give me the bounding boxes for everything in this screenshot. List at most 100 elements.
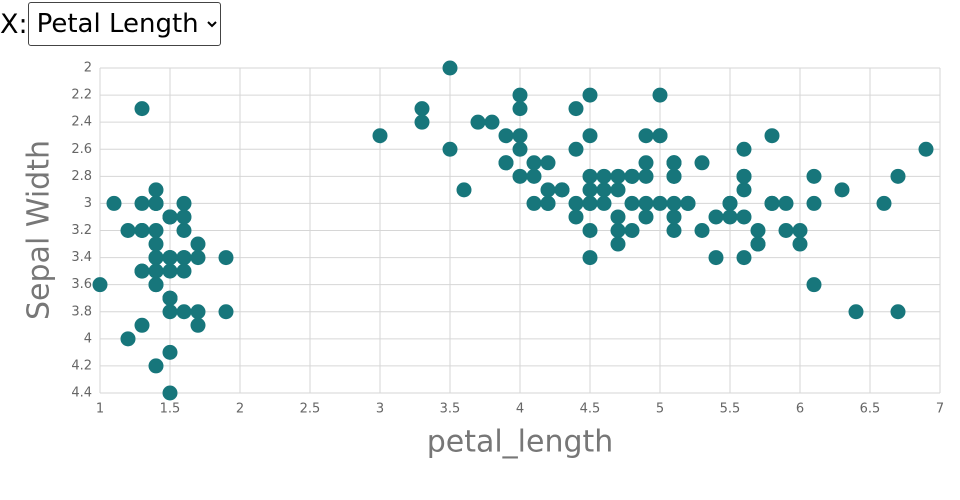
x-tick-label: 5.5	[720, 402, 741, 417]
x-tick-label: 3	[376, 402, 384, 417]
x-tick-label: 2.5	[300, 402, 321, 417]
point	[106, 195, 122, 211]
y-tick-label: 2.2	[71, 88, 92, 103]
point	[596, 168, 612, 184]
point	[218, 304, 234, 320]
point	[414, 114, 430, 130]
point	[540, 155, 556, 171]
point	[638, 168, 654, 184]
x-tick-label: 1.5	[160, 402, 181, 417]
point	[848, 304, 864, 320]
point	[442, 141, 458, 157]
x-tick-label: 4.5	[580, 402, 601, 417]
point	[190, 317, 206, 333]
point	[148, 182, 164, 198]
x-tick-label: 6.5	[860, 402, 881, 417]
point	[666, 155, 682, 171]
point	[512, 168, 528, 184]
point	[512, 128, 528, 144]
point	[806, 168, 822, 184]
point	[148, 195, 164, 211]
point	[582, 87, 598, 103]
point	[134, 317, 150, 333]
x-tick-label: 2	[236, 402, 244, 417]
point	[680, 195, 696, 211]
point	[764, 128, 780, 144]
point	[652, 87, 668, 103]
point	[736, 182, 752, 198]
point	[736, 168, 752, 184]
point	[526, 155, 542, 171]
y-tick-label: 3	[84, 196, 92, 211]
y-tick-label: 4.4	[71, 386, 92, 401]
point	[834, 182, 850, 198]
point	[134, 101, 150, 117]
point	[176, 263, 192, 279]
y-tick-label: 3.2	[71, 223, 92, 238]
point	[176, 304, 192, 320]
point	[582, 182, 598, 198]
point	[148, 358, 164, 374]
point	[792, 223, 808, 238]
point	[540, 195, 556, 211]
point	[918, 141, 934, 157]
point	[624, 223, 640, 238]
y-tick-label: 2	[84, 61, 92, 76]
x-select[interactable]: Petal Length	[27, 2, 221, 46]
point	[638, 195, 654, 211]
x-tick-label: 6	[796, 402, 804, 417]
point	[134, 223, 150, 238]
y-tick-label: 3.6	[71, 277, 92, 292]
point	[708, 250, 724, 266]
point	[736, 141, 752, 157]
y-tick-label: 3.4	[71, 250, 92, 265]
point	[176, 223, 192, 238]
point	[610, 168, 626, 184]
point	[750, 236, 766, 252]
point	[92, 277, 108, 293]
point	[554, 182, 570, 198]
y-axis-title: Sepal Width	[22, 140, 57, 320]
y-tick-label: 2.6	[71, 142, 92, 157]
point	[722, 209, 738, 225]
point	[778, 195, 794, 211]
point	[694, 155, 710, 171]
point	[148, 236, 164, 252]
point	[736, 250, 752, 266]
y-tick-label: 4	[84, 331, 92, 346]
point	[512, 141, 528, 157]
x-tick-label: 5	[656, 402, 664, 417]
point	[624, 195, 640, 211]
point	[162, 263, 178, 279]
point	[722, 195, 738, 211]
point	[666, 209, 682, 225]
point	[806, 277, 822, 293]
point	[624, 168, 640, 184]
point	[148, 263, 164, 279]
point	[876, 195, 892, 211]
point	[568, 101, 584, 117]
point	[750, 223, 766, 238]
point	[162, 385, 178, 401]
point	[638, 155, 654, 171]
point	[806, 195, 822, 211]
x-tick-label: 7	[936, 402, 944, 417]
point	[470, 114, 486, 130]
point	[512, 101, 528, 117]
point	[778, 223, 794, 238]
point	[596, 182, 612, 198]
point	[498, 128, 514, 144]
point	[792, 236, 808, 252]
point	[582, 223, 598, 238]
point	[890, 168, 906, 184]
point	[666, 223, 682, 238]
point	[134, 195, 150, 211]
x-axis-title: petal_length	[427, 425, 614, 460]
y-tick-label: 3.8	[71, 304, 92, 319]
point	[582, 168, 598, 184]
point	[148, 277, 164, 293]
point	[694, 223, 710, 238]
point	[442, 60, 458, 76]
point	[666, 168, 682, 184]
